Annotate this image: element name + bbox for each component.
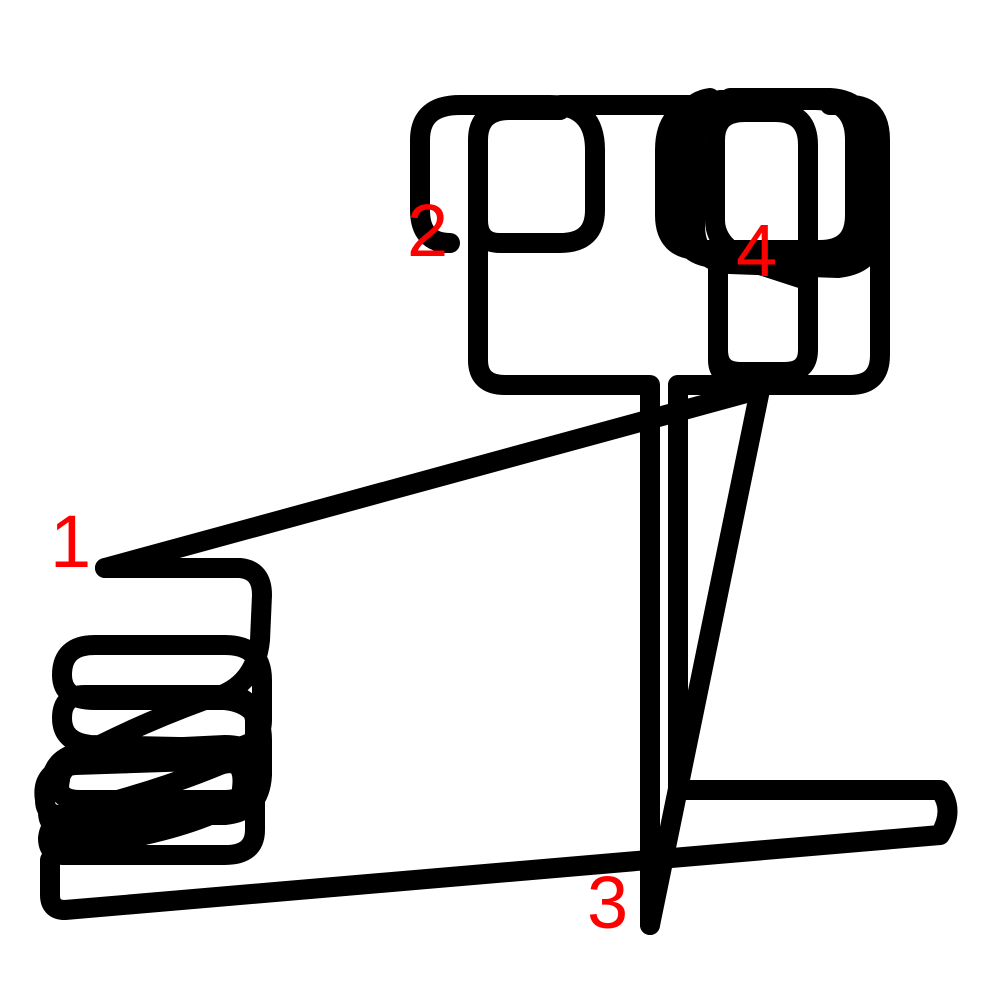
stroke-diagonal-to-3: [640, 380, 770, 935]
point-label-3: 3: [587, 861, 628, 944]
stroke-coil-extra: [38, 735, 270, 840]
stroke-box-left-top: [410, 95, 605, 253]
point-label-4: 4: [736, 209, 777, 292]
stroke-box-inner-right: [708, 260, 750, 390]
stroke-box-right-1: [655, 90, 865, 260]
stroke-box-center-right: [668, 95, 890, 395]
stroke-box-center: [468, 210, 660, 935]
stroke-vertical-mid: [40, 375, 958, 920]
label-group: 1 2 3 4: [50, 189, 777, 944]
point-label-2: 2: [407, 189, 448, 272]
stroke-diagonal-to-1: [95, 382, 760, 578]
stroke-path-group: [34, 88, 958, 935]
point-label-1: 1: [50, 500, 91, 583]
